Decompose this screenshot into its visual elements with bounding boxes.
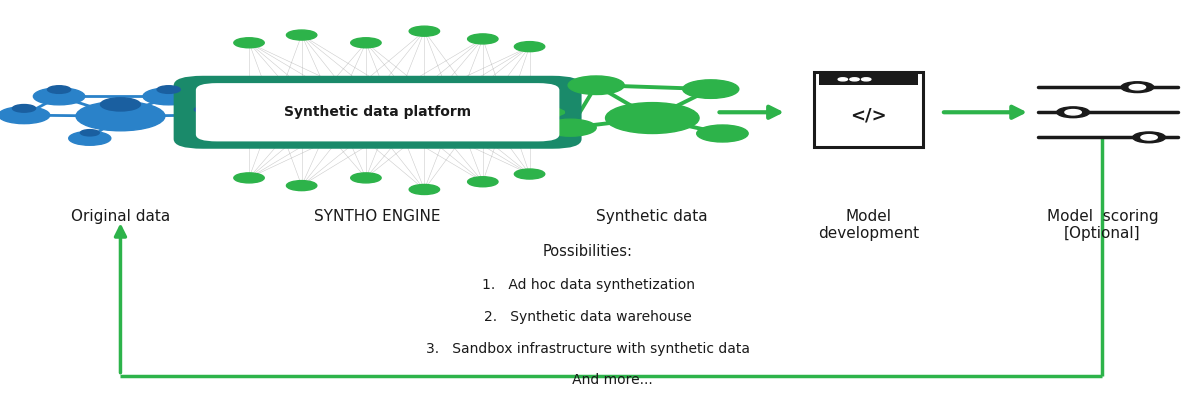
Text: Synthetic data: Synthetic data xyxy=(596,209,708,224)
Circle shape xyxy=(1057,107,1090,118)
Circle shape xyxy=(1064,109,1081,115)
Circle shape xyxy=(182,108,224,122)
Circle shape xyxy=(234,38,264,48)
Circle shape xyxy=(468,177,498,187)
Circle shape xyxy=(409,184,439,194)
Circle shape xyxy=(1141,135,1157,140)
Circle shape xyxy=(1129,85,1146,90)
Text: Synthetic data platform: Synthetic data platform xyxy=(284,105,472,119)
Circle shape xyxy=(157,86,180,93)
Text: 3.   Sandbox infrastructure with synthetic data: 3. Sandbox infrastructure with synthetic… xyxy=(426,342,750,356)
Circle shape xyxy=(350,173,382,183)
Circle shape xyxy=(350,38,382,48)
Circle shape xyxy=(568,76,624,94)
Circle shape xyxy=(234,173,264,183)
Circle shape xyxy=(838,78,847,81)
Text: SYNTHO ENGINE: SYNTHO ENGINE xyxy=(314,209,440,224)
Circle shape xyxy=(0,107,49,124)
Text: 1.   Ad hoc data synthetization: 1. Ad hoc data synthetization xyxy=(481,278,695,292)
Text: </>: </> xyxy=(851,106,887,124)
Circle shape xyxy=(545,119,596,136)
FancyBboxPatch shape xyxy=(203,85,348,139)
Text: Model  scoring
[Optional]: Model scoring [Optional] xyxy=(1046,209,1158,241)
Circle shape xyxy=(1133,132,1165,143)
Circle shape xyxy=(194,107,214,113)
Circle shape xyxy=(850,78,859,81)
Text: And more...: And more... xyxy=(523,373,653,387)
Circle shape xyxy=(287,30,317,40)
Circle shape xyxy=(697,125,748,142)
Circle shape xyxy=(80,130,100,136)
FancyBboxPatch shape xyxy=(814,72,923,147)
Circle shape xyxy=(515,169,545,179)
Circle shape xyxy=(683,80,739,98)
Circle shape xyxy=(143,88,194,105)
Text: Original data: Original data xyxy=(71,209,170,224)
Circle shape xyxy=(1121,82,1153,92)
Text: Possibilities:: Possibilities: xyxy=(544,243,634,258)
Circle shape xyxy=(606,103,700,134)
Circle shape xyxy=(34,88,85,105)
Circle shape xyxy=(862,78,871,81)
Circle shape xyxy=(48,86,71,93)
FancyBboxPatch shape xyxy=(196,83,559,141)
Text: 2.   Synthetic data warehouse: 2. Synthetic data warehouse xyxy=(484,310,692,324)
Circle shape xyxy=(468,34,498,44)
Circle shape xyxy=(101,98,140,111)
FancyBboxPatch shape xyxy=(174,76,582,149)
Text: Model
development: Model development xyxy=(818,209,919,241)
Circle shape xyxy=(409,26,439,36)
Circle shape xyxy=(68,132,110,145)
FancyBboxPatch shape xyxy=(818,73,918,85)
Circle shape xyxy=(12,105,36,112)
Circle shape xyxy=(515,41,545,52)
Circle shape xyxy=(76,102,164,131)
Circle shape xyxy=(287,181,317,191)
